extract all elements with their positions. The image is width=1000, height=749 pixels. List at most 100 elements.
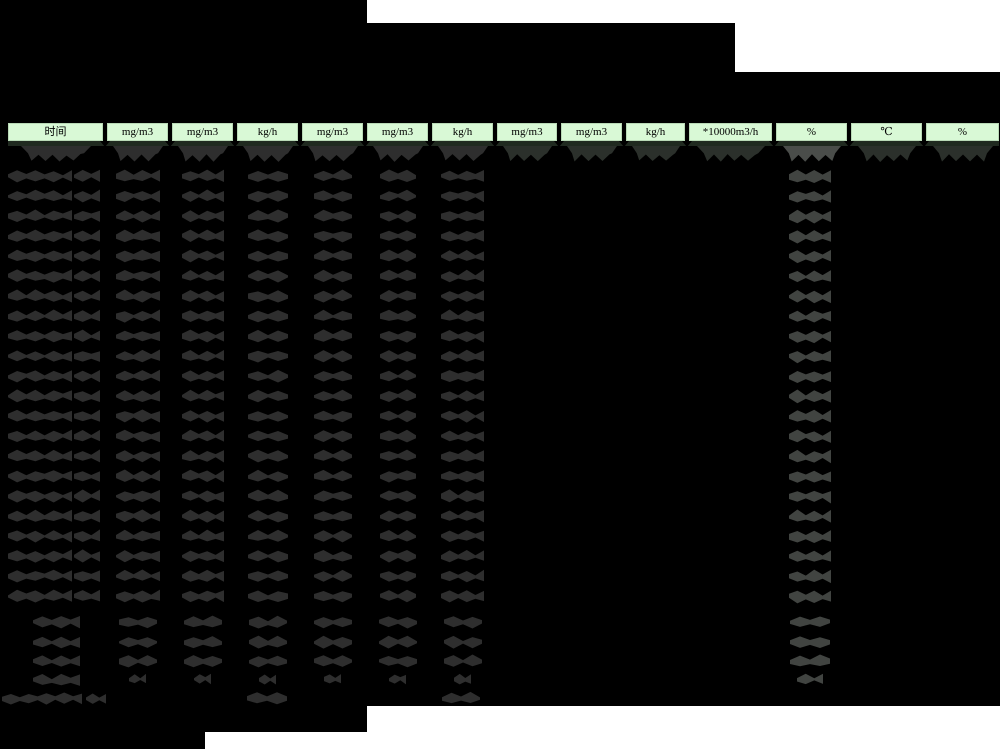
- redacted-timestamp: [74, 329, 100, 342]
- redacted-percent-value: [789, 590, 831, 604]
- redacted-timestamp: [74, 169, 100, 182]
- unit-header-cell: *10000m3/h: [689, 123, 772, 141]
- redacted-value: [182, 329, 224, 343]
- page-margin-top-right-block: [735, 0, 1000, 72]
- redacted-value: [182, 229, 224, 242]
- redacted-percent-value: [789, 310, 831, 323]
- redacted-value: [248, 469, 288, 482]
- redacted-value: [248, 529, 288, 542]
- header-gap-notch: [295, 141, 305, 147]
- redacted-timestamp: [8, 350, 72, 362]
- redacted-value: [380, 470, 416, 483]
- redacted-value: [380, 510, 416, 522]
- redacted-value-first-row: [632, 146, 680, 161]
- redacted-value: [116, 169, 160, 182]
- redacted-timestamp: [74, 589, 100, 602]
- redacted-summary-percent: [797, 673, 823, 685]
- redacted-value: [116, 469, 160, 483]
- redacted-value: [441, 510, 484, 523]
- redacted-value: [441, 229, 484, 242]
- redacted-percent-value: [789, 209, 831, 224]
- redacted-value: [182, 389, 224, 402]
- redacted-summary-percent: [790, 616, 830, 627]
- redacted-value: [248, 550, 288, 563]
- redacted-summary-label: [33, 616, 80, 629]
- redacted-percent-value: [789, 169, 831, 183]
- unit-header-cell: mg/m3: [367, 123, 428, 141]
- redacted-timestamp: [8, 470, 72, 483]
- redacted-percent-value: [789, 350, 831, 364]
- redacted-value: [248, 389, 288, 403]
- redacted-value-first-row: [178, 146, 228, 162]
- redacted-value: [116, 369, 160, 382]
- redacted-timestamp: [74, 309, 100, 322]
- redacted-value: [248, 350, 288, 363]
- redacted-value-first-row: [373, 146, 423, 162]
- redacted-value: [248, 229, 288, 243]
- redacted-value-first-row: [567, 146, 617, 162]
- redacted-value: [116, 489, 160, 503]
- redacted-value: [116, 190, 160, 203]
- redacted-value: [380, 389, 416, 402]
- redacted-value: [314, 510, 352, 522]
- redacted-value: [248, 250, 288, 262]
- redacted-value: [380, 550, 416, 563]
- redacted-footer-total: [442, 691, 480, 704]
- redacted-summary-value: [454, 673, 471, 685]
- unit-header-cell: mg/m3: [172, 123, 233, 141]
- redacted-value: [380, 350, 416, 363]
- redacted-value: [441, 470, 484, 483]
- redacted-timestamp: [74, 529, 100, 542]
- redacted-value: [380, 290, 416, 303]
- redacted-percent-value: [789, 509, 831, 523]
- redacted-value: [182, 469, 224, 483]
- redacted-summary-value: [249, 655, 287, 668]
- unit-header-cell: kg/h: [237, 123, 298, 141]
- redacted-timestamp: [74, 351, 100, 362]
- redacted-percent-value: [789, 190, 831, 203]
- redacted-value: [248, 369, 288, 383]
- redacted-value: [441, 449, 484, 463]
- redacted-value: [248, 310, 288, 323]
- unit-header-cell: %: [776, 123, 847, 141]
- redacted-summary-value: [119, 617, 157, 629]
- unit-header-cell: kg/h: [432, 123, 493, 141]
- unit-header-cell: 时间: [8, 123, 103, 141]
- redacted-value: [314, 169, 352, 181]
- redacted-value: [380, 189, 416, 202]
- redacted-percent-value: [789, 550, 831, 562]
- redacted-summary-value: [259, 674, 276, 685]
- redacted-value: [116, 349, 160, 363]
- redacted-value: [441, 410, 484, 423]
- redacted-value: [182, 249, 224, 263]
- redacted-value: [248, 170, 288, 182]
- redacted-value: [441, 590, 484, 603]
- redacted-value: [116, 210, 160, 223]
- redacted-value: [314, 231, 352, 243]
- redacted-percent-value: [789, 530, 831, 543]
- redacted-value: [314, 530, 352, 543]
- redacted-percent-value: [789, 569, 831, 584]
- redacted-value: [182, 189, 224, 203]
- header-gap-notch: [490, 141, 500, 147]
- redacted-percent-value: [789, 490, 831, 504]
- redacted-value: [248, 590, 288, 602]
- redacted-value: [116, 550, 160, 563]
- redacted-value: [314, 190, 352, 202]
- redacted-timestamp: [8, 189, 72, 201]
- redacted-summary-value: [444, 635, 482, 649]
- redacted-summary-value: [444, 654, 482, 667]
- redacted-timestamp: [74, 289, 100, 302]
- header-gap-notch: [619, 141, 629, 147]
- redacted-value: [441, 290, 484, 302]
- redacted-percent-value: [789, 330, 831, 344]
- header-gap-notch: [554, 141, 564, 147]
- redacted-timestamp: [8, 449, 72, 462]
- redacted-timestamp: [8, 429, 72, 443]
- redacted-value: [116, 330, 160, 342]
- header-gap-notch: [100, 141, 110, 147]
- redacted-value: [182, 310, 224, 322]
- redacted-summary-value: [379, 616, 417, 629]
- redacted-value: [441, 349, 484, 362]
